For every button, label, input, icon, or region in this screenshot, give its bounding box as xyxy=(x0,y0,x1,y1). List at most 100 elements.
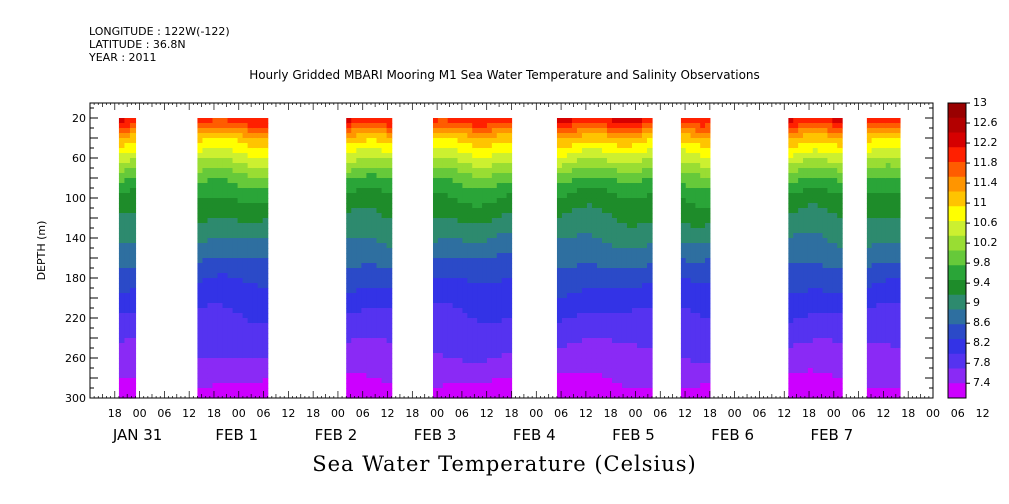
heat-cell xyxy=(680,338,687,344)
heat-cell xyxy=(807,353,814,359)
heat-cell xyxy=(866,198,873,204)
heat-cell xyxy=(472,253,478,259)
heat-cell xyxy=(351,303,357,309)
heat-cell xyxy=(452,338,459,344)
heat-cell xyxy=(124,283,131,289)
heat-cell xyxy=(685,183,692,189)
heat-cell xyxy=(596,353,603,359)
heat-cell xyxy=(371,288,378,294)
heat-cell xyxy=(491,273,498,279)
heat-cell xyxy=(705,363,711,369)
heat-cell xyxy=(621,213,628,219)
heat-cell xyxy=(803,343,809,349)
heat-cell xyxy=(616,218,623,224)
heat-cell xyxy=(442,178,449,184)
heat-cell xyxy=(885,133,892,139)
heat-cell xyxy=(807,258,814,264)
heat-cell xyxy=(212,373,219,379)
heat-cell xyxy=(361,148,368,154)
heat-cell xyxy=(576,203,583,209)
heat-cell xyxy=(566,293,573,299)
heat-cell xyxy=(371,348,378,354)
heat-cell xyxy=(457,238,464,244)
heat-cell xyxy=(257,243,264,249)
heat-cell xyxy=(346,193,352,199)
heat-cell xyxy=(695,208,701,214)
heat-cell xyxy=(257,128,264,134)
heat-cell xyxy=(452,353,459,359)
heat-cell xyxy=(212,133,219,139)
heat-cell xyxy=(611,268,618,274)
heat-cell xyxy=(496,378,503,384)
heat-cell xyxy=(217,373,224,379)
heat-cell xyxy=(700,333,706,339)
heat-cell xyxy=(798,303,804,309)
heat-cell xyxy=(591,163,598,169)
heat-cell xyxy=(616,118,623,124)
heat-cell xyxy=(788,313,794,319)
heat-cell xyxy=(680,163,687,169)
heat-cell xyxy=(576,363,583,369)
heat-cell xyxy=(631,208,638,214)
heat-cell xyxy=(700,148,706,154)
heat-cell xyxy=(700,143,706,149)
heat-cell xyxy=(257,138,264,144)
heat-cell xyxy=(837,208,843,214)
heat-cell xyxy=(793,188,799,194)
heat-cell xyxy=(571,348,578,354)
heat-cell xyxy=(486,123,493,129)
heat-cell xyxy=(506,123,513,129)
heat-cell xyxy=(118,148,126,154)
heat-cell xyxy=(366,203,373,209)
heat-cell xyxy=(591,353,598,359)
heat-cell xyxy=(207,333,214,339)
heat-cell xyxy=(501,363,508,369)
heat-cell xyxy=(437,183,444,189)
heat-cell xyxy=(222,323,229,329)
heat-cell xyxy=(561,138,568,144)
heat-cell xyxy=(212,258,219,264)
heat-cell xyxy=(386,328,393,334)
heat-cell xyxy=(561,313,568,319)
heat-cell xyxy=(237,308,244,314)
heat-cell xyxy=(556,118,563,124)
heat-cell xyxy=(491,368,498,374)
heat-cell xyxy=(695,373,701,379)
heat-cell xyxy=(217,233,224,239)
heat-cell xyxy=(457,373,464,379)
heat-cell xyxy=(885,168,892,174)
heat-cell xyxy=(432,168,439,174)
heat-cell xyxy=(207,378,214,384)
heat-cell xyxy=(626,298,633,304)
heat-cell xyxy=(506,313,513,319)
heat-cell xyxy=(437,238,444,244)
heat-cell xyxy=(477,198,483,204)
heat-cell xyxy=(237,163,244,169)
heat-cell xyxy=(616,128,623,134)
heat-cell xyxy=(566,323,573,329)
heat-cell xyxy=(576,383,583,389)
heat-cell xyxy=(705,153,711,159)
heat-cell xyxy=(212,288,219,294)
heat-cell xyxy=(496,258,503,264)
heat-cell xyxy=(895,203,901,209)
heat-cell xyxy=(447,188,454,194)
heat-cell xyxy=(647,153,653,159)
heat-cell xyxy=(586,383,593,389)
heat-cell xyxy=(252,208,259,214)
heat-cell xyxy=(680,258,687,264)
heat-cell xyxy=(685,383,692,389)
heat-cell xyxy=(486,283,493,289)
heat-cell xyxy=(690,148,696,154)
heat-cell xyxy=(832,288,838,294)
heat-cell xyxy=(467,243,473,249)
heat-cell xyxy=(356,193,362,199)
heat-cell xyxy=(129,363,137,369)
heat-cell xyxy=(616,203,623,209)
heat-cell xyxy=(491,218,498,224)
heat-cell xyxy=(581,158,588,164)
heat-cell xyxy=(631,303,638,309)
heat-cell xyxy=(642,308,648,314)
heat-cell xyxy=(482,123,488,129)
heat-cell xyxy=(222,368,229,374)
